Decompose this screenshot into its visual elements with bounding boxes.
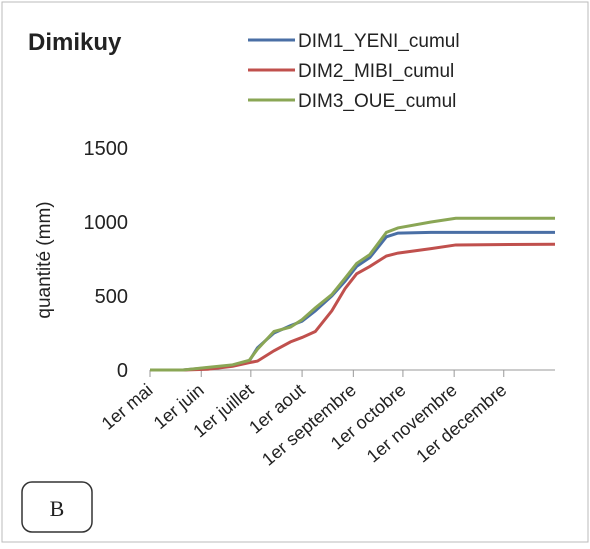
y-axis-label: quantité (mm) [34, 201, 55, 318]
legend-label: DIM1_YENI_cumul [298, 31, 460, 52]
y-tick-label: 500 [95, 286, 128, 308]
panel-box [21, 481, 93, 533]
y-tick-label: 0 [117, 360, 128, 382]
y-tick-label: 1000 [84, 212, 129, 234]
series-line [150, 216, 555, 372]
panel-label: B [50, 496, 65, 521]
legend-label: DIM3_OUE_cumul [298, 91, 456, 112]
y-tick-label: 1500 [84, 138, 129, 160]
chart-title: Dimikuy [28, 29, 122, 56]
legend-label: DIM2_MIBI_cumul [298, 61, 454, 82]
